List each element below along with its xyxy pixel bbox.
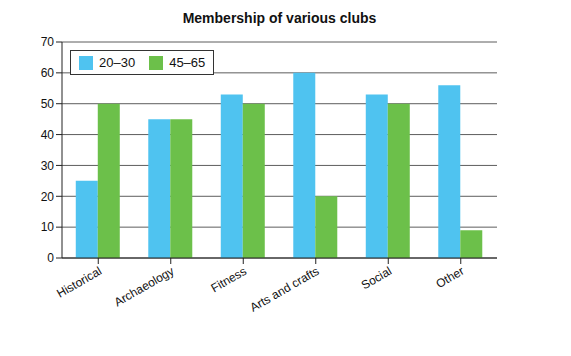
svg-text:Historical: Historical [54,264,104,301]
svg-text:Arts and crafts: Arts and crafts [248,264,322,315]
svg-text:20: 20 [41,190,55,204]
svg-text:10: 10 [41,220,55,234]
svg-text:Social: Social [359,264,394,292]
svg-text:30: 30 [41,159,55,173]
html-text:Membership of various clubs: Membership of various clubs [182,10,377,26]
svg-text:Other: Other [434,264,467,291]
svg-text:Fitness: Fitness [209,264,250,295]
svg-text:60: 60 [41,66,55,80]
svg-text:0: 0 [47,251,54,265]
html-text:20–30: 20–30 [99,55,136,70]
svg-text:Archaeology: Archaeology [112,264,177,309]
html-text:45–65: 45–65 [169,55,206,70]
svg-text:50: 50 [41,97,55,111]
svg-text:70: 70 [41,35,55,49]
svg-text:40: 40 [41,128,55,142]
